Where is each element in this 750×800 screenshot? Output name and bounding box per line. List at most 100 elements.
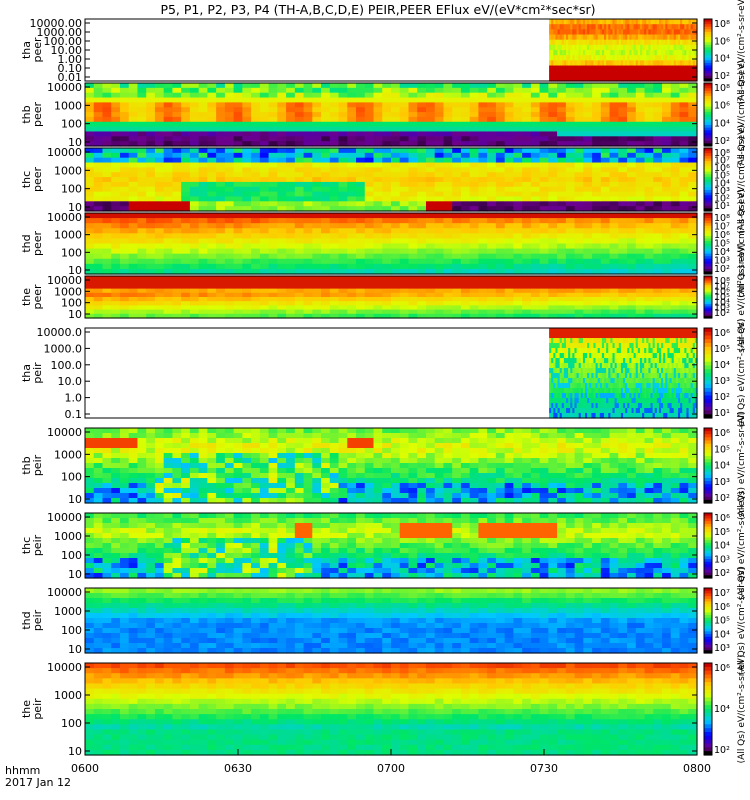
heatmap-cell — [566, 65, 569, 72]
heatmap-cell — [612, 34, 616, 41]
heatmap-cell — [408, 228, 418, 234]
heatmap-cell — [268, 107, 278, 113]
heatmap-cell — [181, 292, 191, 298]
heatmap-cell — [553, 65, 557, 72]
heatmap-cell — [616, 24, 620, 30]
heatmap-cell — [662, 116, 672, 123]
heatmap-cell — [119, 126, 130, 133]
heatmap-cell — [111, 157, 121, 164]
heatmap-cell — [539, 297, 549, 302]
heatmap-cell — [460, 248, 471, 255]
heatmap-cell — [111, 102, 121, 108]
heatmap-cell — [557, 131, 567, 137]
heatmap-cell — [578, 398, 582, 404]
heatmap-cell — [487, 136, 497, 142]
heatmap-cell — [460, 196, 471, 202]
heatmap-cell — [522, 233, 532, 240]
heatmap-cell — [513, 243, 523, 250]
heatmap-cell — [604, 39, 607, 46]
heatmap-cell — [694, 55, 698, 61]
heatmap-cell — [172, 313, 182, 319]
heatmap-cell — [587, 368, 590, 374]
heatmap-cell — [653, 121, 663, 128]
heatmap-cell — [633, 70, 637, 77]
heatmap-cell — [589, 328, 592, 334]
heatmap-cell — [644, 29, 647, 36]
heatmap-cell — [565, 284, 576, 290]
heatmap-cell — [578, 383, 582, 389]
heatmap-cell — [592, 131, 602, 137]
heatmap-cell — [146, 97, 156, 103]
heatmap-cell — [610, 65, 614, 72]
heatmap-cell — [574, 34, 578, 41]
colorbar-segment — [704, 29, 712, 33]
heatmap-cell — [688, 136, 698, 142]
y-tick-label: 10 — [68, 201, 82, 214]
heatmap-cell — [408, 152, 418, 159]
heatmap-cell — [576, 70, 580, 77]
heatmap-cell — [565, 136, 576, 142]
heatmap-cell — [513, 181, 523, 188]
heatmap-cell — [635, 34, 639, 41]
heatmap-cell — [408, 157, 418, 164]
heatmap-cells — [85, 276, 698, 319]
heatmap-cell — [216, 191, 226, 198]
heatmap-cell — [242, 301, 252, 306]
heatmap-cell — [93, 148, 104, 154]
heatmap-cell — [555, 373, 559, 379]
heatmap-cell — [530, 223, 541, 229]
heatmap-cell — [399, 181, 410, 188]
heatmap-cell — [609, 121, 619, 128]
heatmap-cell — [364, 288, 375, 294]
heatmap-cell — [373, 263, 383, 270]
heatmap-cell — [268, 92, 278, 99]
heatmap-cell — [172, 102, 182, 108]
heatmap-cell — [591, 333, 595, 339]
heatmap-cell — [154, 97, 165, 103]
heatmap-cell — [576, 328, 580, 334]
heatmap-cell — [452, 136, 462, 142]
heatmap-cell — [675, 65, 679, 72]
heatmap-cell — [583, 248, 593, 255]
colorbar-segment — [704, 65, 712, 69]
heatmap-cell — [618, 39, 622, 46]
heatmap-cell — [408, 248, 418, 255]
heatmap-cell — [679, 292, 689, 298]
heatmap-cell — [487, 233, 497, 240]
heatmap-cell — [146, 263, 156, 270]
heatmap-cell — [650, 65, 654, 72]
heatmap-cell — [568, 398, 571, 404]
heatmap-cell — [137, 191, 147, 198]
heatmap-cell — [585, 34, 588, 41]
heatmap-cell — [251, 102, 261, 108]
heatmap-cell — [119, 157, 130, 164]
heatmap-cell — [557, 167, 567, 173]
heatmap-cell — [604, 393, 607, 399]
heatmap-cell — [608, 328, 611, 334]
heatmap-cell — [662, 301, 672, 306]
heatmap-cell — [530, 116, 541, 123]
heatmap-cell — [612, 55, 616, 61]
heatmap-cell — [652, 70, 656, 77]
heatmap-cell — [618, 196, 628, 202]
heatmap-cell — [233, 141, 243, 147]
heatmap-cell — [111, 288, 121, 294]
heatmap-cell — [391, 102, 401, 108]
heatmap-cell — [163, 313, 174, 319]
heatmap-cells — [85, 83, 698, 147]
heatmap-cell — [391, 177, 401, 183]
heatmap-cell — [610, 39, 614, 46]
heatmap-cell — [563, 358, 567, 364]
heatmap-cell — [207, 126, 217, 133]
heatmap-cell — [629, 44, 633, 51]
heatmap-cell — [417, 313, 427, 319]
heatmap-cell — [671, 39, 675, 46]
heatmap-cell — [593, 44, 597, 51]
heatmap-cell — [478, 141, 488, 147]
heatmap-cell — [356, 228, 366, 234]
heatmap-cell — [338, 116, 348, 123]
colorbar-segment — [704, 182, 712, 186]
panel-frame — [84, 82, 698, 147]
heatmap-cell — [373, 107, 383, 113]
colorbar-segment — [704, 158, 712, 162]
